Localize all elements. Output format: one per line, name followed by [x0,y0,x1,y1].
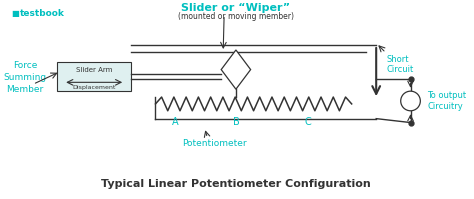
Text: testbook: testbook [20,9,65,18]
Text: C: C [304,117,311,128]
Text: Displacement: Displacement [73,85,116,90]
Polygon shape [221,50,251,89]
Text: A: A [172,117,178,128]
Text: B: B [233,117,239,128]
Text: V: V [408,97,414,105]
Text: (mounted or moving member): (mounted or moving member) [178,12,294,21]
Bar [57,62,131,91]
Text: Force
Summing
Member: Force Summing Member [3,61,46,94]
Text: Potentiometer: Potentiometer [182,139,246,148]
Text: ■: ■ [11,9,19,18]
Text: To output
Circuitry: To output Circuitry [427,91,466,111]
Circle shape [401,91,420,111]
Text: Slider Arm: Slider Arm [76,67,112,73]
Text: Slider or “Wiper”: Slider or “Wiper” [182,3,291,13]
Text: Typical Linear Potentiometer Configuration: Typical Linear Potentiometer Configurati… [101,179,371,189]
Text: Short
Circuit: Short Circuit [386,55,413,74]
